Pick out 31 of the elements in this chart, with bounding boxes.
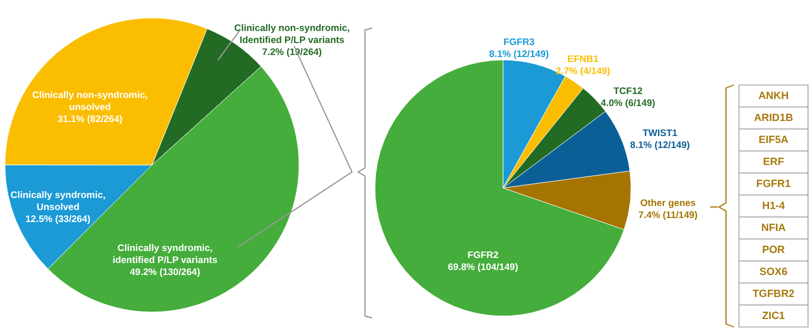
slice-label: TWIST1 — [642, 128, 678, 139]
data-label: 7.4% (11/149) — [638, 210, 698, 221]
category-label: ERF — [763, 156, 785, 168]
category-label: POR — [762, 244, 786, 256]
slice-label: Clinically syndromic, Unsolved — [10, 190, 106, 213]
data-label: 8.1% (12/149) — [489, 49, 549, 60]
legend-label: Other genes — [640, 198, 696, 209]
data-label: 4.0% (6/149) — [600, 98, 656, 109]
category-label: NFIA — [761, 222, 786, 234]
data-label: 8.1% (12/149) — [630, 140, 690, 151]
data-label: 2.7% (4/149) — [556, 66, 610, 77]
data-label: 69.8% (104/149) — [448, 262, 518, 273]
slice-label: FGFR3 — [503, 37, 535, 48]
category-label: ARID1B — [754, 112, 794, 124]
slice-label: Clinically syndromic, identified P/LP variants — [112, 243, 218, 266]
category-label: SOX6 — [759, 266, 788, 278]
slice-label: Clinically non-syndromic, unsolved — [32, 90, 148, 113]
category-label: EIF5A — [758, 134, 789, 146]
data-label: 7.2% (19/264) — [262, 47, 322, 58]
slice-label: Clinically non-syndromic, Identified P/LP variants — [234, 23, 350, 46]
data-label: 12.5% (33/264) — [26, 214, 90, 225]
category-label: FGFR1 — [756, 178, 791, 190]
slice-label: TCF12 — [613, 86, 643, 97]
category-label: ANKH — [758, 90, 789, 102]
data-label: 31.1% (82/264) — [58, 114, 122, 125]
category-label: H1-4 — [762, 200, 786, 212]
category-label: TGFBR2 — [752, 288, 795, 300]
category-label: ZIC1 — [762, 310, 786, 322]
data-label: 49.2% (130/264) — [130, 267, 200, 278]
slice-label: FGFR2 — [467, 250, 499, 261]
slice-label: EFNB1 — [567, 54, 600, 65]
